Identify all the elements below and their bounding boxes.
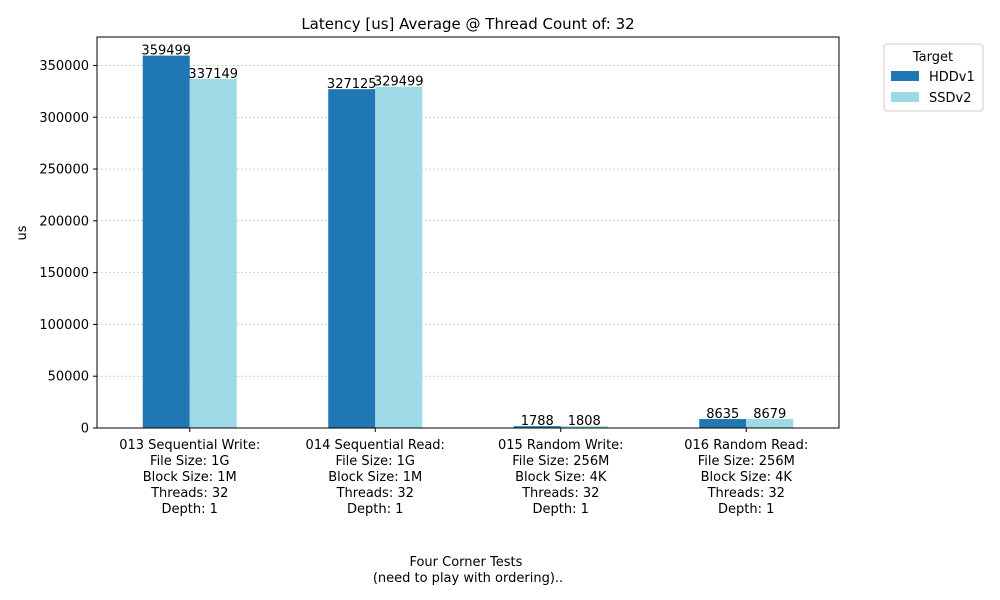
x-tick-label-line: 016 Random Read: <box>684 438 808 453</box>
y-axis-ticks: 0 50000 100000 150000 200000 250000 300000 3500… <box>39 59 97 437</box>
x-tick-label-line: 013 Sequential Write: <box>119 438 260 453</box>
bar-value-label: 8635 <box>706 407 739 422</box>
bar-value-label: 8679 <box>753 407 786 422</box>
chart-title: Latency [us] Average @ Thread Count of: … <box>301 15 634 33</box>
x-tick-label-line: Block Size: 1M <box>143 470 237 485</box>
bar-hddv1-1 <box>142 55 190 428</box>
y-tick-label: 100000 <box>39 318 89 333</box>
x-axis-label: Four Corner Tests (need to play with ord… <box>373 555 563 586</box>
x-tick-label-line: 014 Sequential Read: <box>306 438 445 453</box>
bar-hddv1-3 <box>513 426 561 428</box>
x-tick-label-line: Block Size: 4K <box>515 470 607 485</box>
y-tick-label: 150000 <box>39 266 89 281</box>
x-axis-label-line-2: (need to play with ordering).. <box>373 571 563 586</box>
x-tick-label-line: File Size: 256M <box>698 454 795 469</box>
x-tick-label-line: 015 Random Write: <box>498 438 624 453</box>
legend-swatch-ssdv2 <box>891 92 919 102</box>
bar-value-label: 1808 <box>568 414 601 429</box>
bar-ssdv2-4 <box>746 419 794 428</box>
x-tick-label-line: Threads: 32 <box>150 486 228 501</box>
x-tick-label: 015 Random Write: File Size: 256M Block Si… <box>498 438 624 517</box>
bar-value-label: 329499 <box>374 75 424 90</box>
legend-label-hddv1: HDDv1 <box>929 70 975 85</box>
bar-ssdv2-3 <box>560 426 608 428</box>
bar-hddv1-2 <box>328 89 376 429</box>
x-tick-label-line: Block Size: 1M <box>328 470 422 485</box>
legend-title: Target <box>912 50 953 65</box>
bar-value-label: 1788 <box>521 414 554 429</box>
plot-frame <box>96 36 840 429</box>
x-tick-label-line: Threads: 32 <box>521 486 599 501</box>
x-tick-label-line: Depth: 1 <box>347 502 403 517</box>
y-tick-label: 200000 <box>39 214 89 229</box>
x-axis-ticks: 013 Sequential Write: File Size: 1G Block … <box>119 428 808 517</box>
legend: Target HDDv1 SSDv2 <box>883 43 984 112</box>
y-axis-label: us <box>15 225 30 240</box>
x-tick-label-line: Threads: 32 <box>336 486 414 501</box>
y-tick-label: 250000 <box>39 163 89 178</box>
x-tick-label-line: File Size: 1G <box>150 454 229 469</box>
bar-value-label: 327125 <box>327 77 377 92</box>
bar-ssdv2-1 <box>189 78 237 429</box>
y-tick-label: 50000 <box>48 370 89 385</box>
x-tick-label: 016 Random Read: File Size: 256M Block Siz… <box>684 438 808 517</box>
x-axis-label-line-1: Four Corner Tests <box>409 555 522 570</box>
x-tick-label: 014 Sequential Read: File Size: 1G Block S… <box>306 438 445 517</box>
x-tick-label-line: File Size: 256M <box>512 454 609 469</box>
bars <box>142 55 794 429</box>
legend-items: HDDv1 SSDv2 <box>891 70 975 106</box>
legend-label-ssdv2: SSDv2 <box>929 91 971 106</box>
x-tick-label-line: Depth: 1 <box>162 502 218 517</box>
bar-value-label: 359499 <box>141 44 191 59</box>
bar-value-label: 337149 <box>188 67 238 82</box>
bar-value-labels: 359499 327125 1788 8635 337149 329499 1808 8679 <box>141 44 786 430</box>
bar-hddv1-4 <box>699 419 747 428</box>
bar-ssdv2-2 <box>375 86 423 428</box>
y-tick-label: 0 <box>81 422 89 437</box>
x-tick-label-line: Depth: 1 <box>533 502 589 517</box>
x-tick-label-line: File Size: 1G <box>336 454 415 469</box>
y-tick-label: 300000 <box>39 111 89 126</box>
x-tick-label-line: Depth: 1 <box>718 502 774 517</box>
y-tick-label: 350000 <box>39 59 89 74</box>
x-tick-label-line: Block Size: 4K <box>701 470 793 485</box>
x-tick-label-line: Threads: 32 <box>707 486 785 501</box>
x-tick-label: 013 Sequential Write: File Size: 1G Block … <box>119 438 260 517</box>
legend-swatch-hddv1 <box>891 71 919 81</box>
